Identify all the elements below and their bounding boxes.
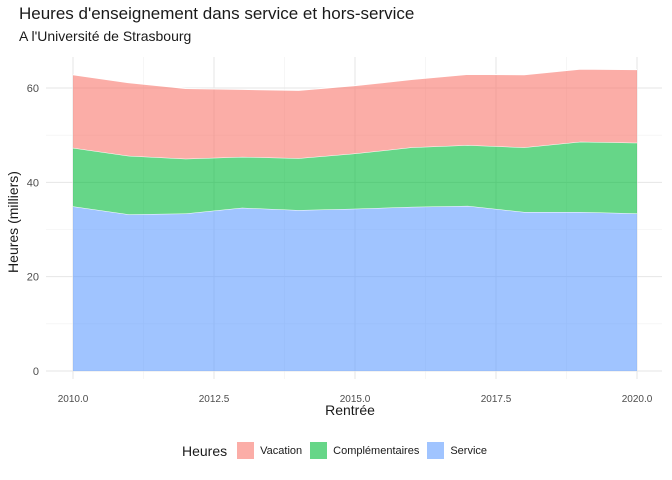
legend-key-vacation xyxy=(237,442,255,459)
area-vacation xyxy=(73,69,637,159)
legend-label-service: Service xyxy=(450,444,488,457)
legend-item-complementaires: Complémentaires xyxy=(310,442,419,459)
x-tick-label: 2010.0 xyxy=(58,394,89,405)
legend-key-complementaires xyxy=(310,442,328,459)
legend-label-complementaires: Complémentaires xyxy=(333,444,420,457)
area-complementaires xyxy=(73,141,637,215)
x-tick-label: 2015.0 xyxy=(340,394,371,405)
x-axis-label: Rentrée xyxy=(325,402,375,418)
area-service xyxy=(73,205,637,371)
x-tick-label: 2017.5 xyxy=(481,394,512,405)
x-tick-label: 2012.5 xyxy=(199,394,230,405)
legend-item-service: Service xyxy=(427,442,487,459)
area-top-line-vacation xyxy=(72,68,638,91)
x-tick-label: 2020.0 xyxy=(622,394,653,405)
chart-subtitle: A l'Université de Strasbourg xyxy=(19,28,192,44)
y-tick-label: 60 xyxy=(27,83,39,95)
legend: Heures Vacation Complémentaires Service xyxy=(182,442,495,459)
legend-label-vacation: Vacation xyxy=(260,444,303,457)
legend-item-vacation: Vacation xyxy=(237,442,302,459)
legend-title: Heures xyxy=(182,442,228,459)
y-tick-label: 40 xyxy=(27,177,39,189)
y-tick-label: 0 xyxy=(33,366,39,378)
chart-title: Heures d'enseignement dans service et ho… xyxy=(19,4,415,23)
y-axis-label: Heures (milliers) xyxy=(5,171,21,273)
legend-key-service xyxy=(427,442,445,459)
y-tick-label: 20 xyxy=(27,272,39,284)
